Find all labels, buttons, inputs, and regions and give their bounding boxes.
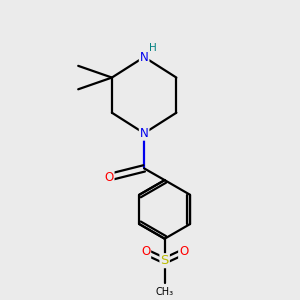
Text: O: O bbox=[179, 245, 188, 258]
Text: O: O bbox=[141, 245, 150, 258]
Text: CH₃: CH₃ bbox=[156, 287, 174, 297]
Text: S: S bbox=[160, 254, 169, 267]
Text: H: H bbox=[148, 43, 156, 53]
Text: N: N bbox=[140, 127, 148, 140]
Text: O: O bbox=[104, 171, 114, 184]
Text: N: N bbox=[140, 51, 148, 64]
